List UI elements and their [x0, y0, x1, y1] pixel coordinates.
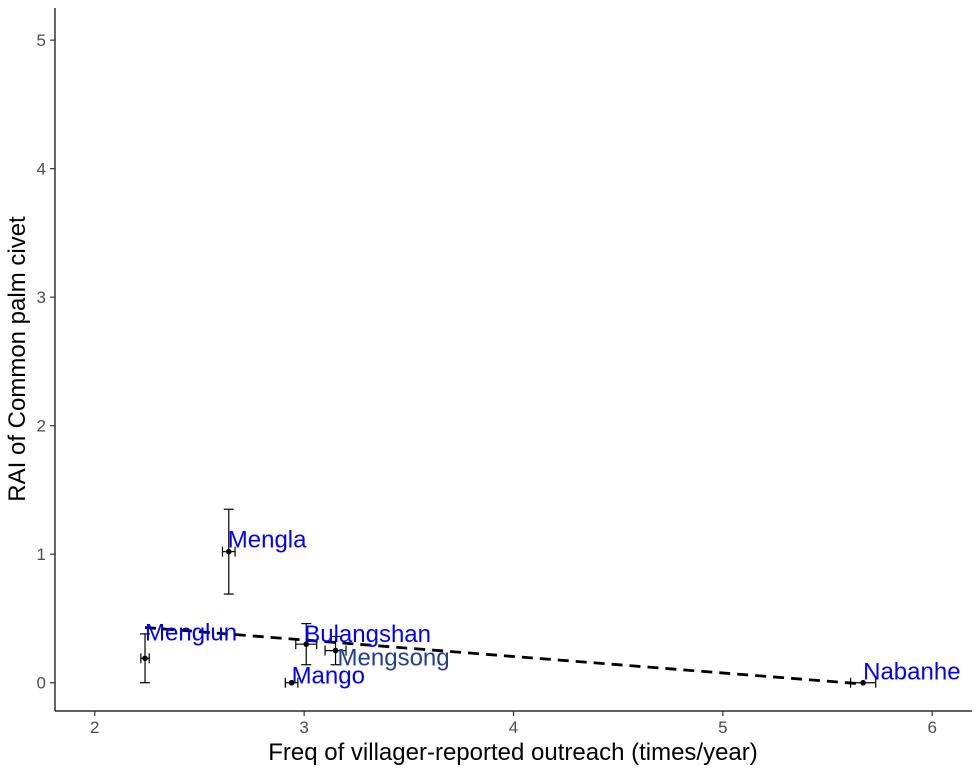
x-tick-label: 2 — [90, 718, 99, 737]
data-point — [860, 679, 866, 686]
y-tick-label: 3 — [37, 288, 46, 307]
y-axis: 0 1 2 3 4 5 — [37, 8, 56, 711]
trend-line-group — [144, 626, 864, 686]
x-axis: 2 3 4 5 6 — [55, 710, 972, 737]
data-points — [142, 548, 866, 686]
data-point — [142, 655, 148, 662]
y-tick-label: 5 — [37, 31, 46, 50]
data-point — [225, 548, 232, 555]
trend-line — [144, 626, 864, 686]
point-label: Menglun — [145, 619, 237, 646]
y-tick-label: 1 — [37, 545, 46, 564]
data-point — [303, 641, 310, 647]
point-label: Mango — [292, 663, 365, 690]
point-label: Bulangshan — [304, 621, 431, 648]
y-tick-label: 0 — [37, 674, 46, 693]
x-axis-title: Freq of villager-reported outreach (time… — [268, 739, 758, 766]
x-tick-label: 3 — [299, 718, 308, 737]
point-label: Mengla — [228, 527, 307, 554]
y-tick-label: 2 — [37, 417, 46, 436]
x-tick-label: 4 — [509, 718, 518, 737]
point-label: Nabanhe — [863, 659, 960, 686]
x-tick-label: 6 — [927, 718, 936, 737]
data-point — [332, 647, 339, 654]
point-label: Mengsong — [338, 645, 450, 672]
data-point — [288, 679, 295, 686]
y-tick-label: 4 — [37, 160, 46, 179]
y-axis-title: RAI of Common palm civet — [4, 216, 31, 502]
x-tick-label: 5 — [718, 718, 727, 737]
